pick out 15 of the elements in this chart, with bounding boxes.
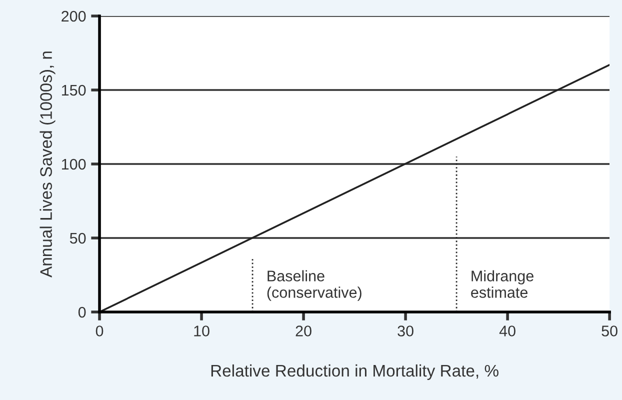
x-tick-label: 50	[602, 326, 618, 336]
y-tick-label: 50	[70, 232, 86, 244]
series-label: Midrange estimate	[471, 270, 534, 298]
x-tick-label: 40	[499, 326, 516, 336]
y-tick-label: 150	[62, 84, 86, 96]
x-tick-label: 0	[96, 326, 104, 336]
x-tick-label: 10	[194, 326, 210, 336]
y-tick-label: 200	[62, 10, 86, 22]
x-axis-title: Relative Reduction in Mortality Rate, %	[211, 364, 498, 380]
x-tick-label: 30	[398, 326, 414, 336]
y-tick-label: 0	[78, 306, 86, 318]
x-tick-label: 20	[296, 326, 312, 336]
y-tick-label: 100	[62, 158, 86, 170]
y-axis-title: Annual Lives Saved (1000s), n	[40, 52, 56, 278]
series-label: Baseline (conservative)	[267, 270, 362, 301]
